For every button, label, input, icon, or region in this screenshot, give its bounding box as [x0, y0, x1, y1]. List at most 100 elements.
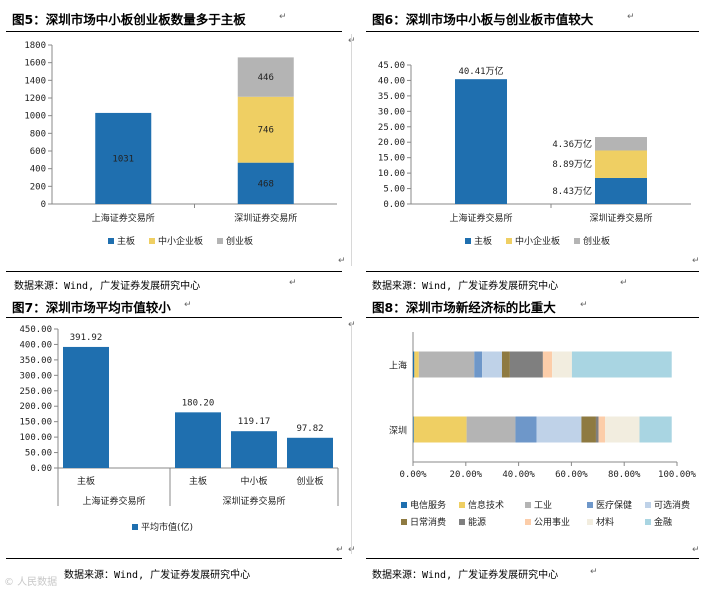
- legend-swatch: [401, 502, 407, 508]
- data-label: 391.92: [70, 333, 103, 343]
- legend-swatch: [459, 519, 465, 525]
- x-tick-label: 60.00%: [555, 470, 588, 480]
- x-tick-label: 40.00%: [502, 470, 535, 480]
- legend-label: 医疗保健: [596, 499, 632, 511]
- legend-label: 中小企业板: [158, 235, 203, 247]
- bar-segment: [552, 351, 572, 378]
- y-tick-label: 300.00: [19, 371, 52, 381]
- bar: [231, 431, 277, 468]
- y-tick-label: 0.00: [30, 464, 52, 474]
- fig6-chart: 0.00 5.00 10.00 15.00 20.00 25.00 30.00 35.00 40…: [378, 61, 691, 247]
- x-category-label: 主板: [189, 475, 207, 487]
- x-category-label: 上海证券交易所: [449, 212, 512, 224]
- watermark: © 人民数据: [4, 577, 58, 588]
- panel-divider: [351, 322, 352, 554]
- y-tick-label: 200: [30, 182, 46, 192]
- y-category-label: 深圳: [389, 426, 407, 437]
- bar-segment: [413, 351, 415, 378]
- rule-mid-left-a: [6, 271, 342, 272]
- bar-segment: [595, 137, 647, 151]
- legend-swatch: [645, 502, 651, 508]
- bar: [63, 346, 109, 468]
- rule-top-right: [366, 31, 699, 32]
- paragraph-mark: ↵: [279, 12, 287, 22]
- legend-swatch: [587, 502, 593, 508]
- fig5-title: 图5：深圳市场中小板创业板数量多于主板: [12, 12, 246, 27]
- bar-segment: [237, 162, 294, 204]
- y-tick-label: 1800: [24, 41, 46, 51]
- data-label: 97.82: [296, 424, 323, 434]
- legend-label: 中小企业板: [515, 235, 560, 247]
- y-tick-label: 350.00: [19, 356, 52, 366]
- bar-segment: [509, 351, 543, 378]
- data-label: 1031: [112, 154, 134, 164]
- legend-swatch: [132, 524, 138, 530]
- paragraph-mark: ↵: [184, 300, 192, 310]
- data-label: 119.17: [238, 417, 271, 427]
- x-tick-label: 80.00%: [608, 470, 641, 480]
- data-label: 4.36万亿: [552, 138, 592, 150]
- bar-segment: [595, 416, 599, 443]
- bar-segment: [595, 150, 647, 178]
- bar-segment: [414, 351, 419, 378]
- fig5-chart: 0 200 400 600 800 1000 1200 1400 1600 1800 上海证券交易所…: [24, 41, 337, 247]
- x-tick-label: 100.00%: [658, 470, 697, 480]
- bar-segment: [455, 79, 507, 204]
- legend-label: 电信服务: [410, 499, 446, 511]
- group-label: 上海证券交易所: [82, 495, 145, 507]
- bar-segment: [501, 351, 510, 378]
- y-tick-label: 600: [30, 147, 46, 157]
- legend-swatch: [525, 519, 531, 525]
- bar: [287, 437, 333, 468]
- x-category-label: 上海证券交易所: [92, 212, 155, 224]
- source-fig7: 数据来源：Wind, 广发证券发展研究中心: [64, 570, 251, 581]
- bar-segment: [413, 416, 467, 443]
- bar-segment: [581, 416, 596, 443]
- data-label: 180.20: [182, 398, 215, 408]
- paragraph-mark: ↵: [627, 12, 635, 22]
- y-tick-label: 0.00: [383, 200, 405, 210]
- bar: [175, 412, 221, 468]
- data-label: 40.41万亿: [458, 65, 503, 77]
- bar-segment: [466, 416, 516, 443]
- legend-swatch: [217, 238, 223, 244]
- bar-segment: [237, 96, 294, 163]
- data-label: 468: [258, 179, 274, 189]
- source-fig8: 数据来源：Wind, 广发证券发展研究中心: [372, 570, 559, 581]
- bar-segment: [482, 351, 502, 378]
- y-tick-label: 0: [41, 200, 46, 210]
- legend-label: 创业板: [226, 235, 253, 247]
- legend-swatch: [645, 519, 651, 525]
- x-category-label: 创业板: [296, 475, 323, 487]
- bar-segment: [542, 351, 553, 378]
- legend-label: 主板: [117, 235, 135, 247]
- rule-mid-right-a: [366, 271, 699, 272]
- y-tick-label: 50.00: [25, 449, 52, 459]
- legend-swatch: [506, 238, 512, 244]
- data-label: 8.89万亿: [552, 158, 592, 170]
- legend-label: 主板: [474, 235, 492, 247]
- y-tick-label: 45.00: [378, 61, 405, 71]
- legend-swatch: [525, 502, 531, 508]
- x-tick-label: 20.00%: [450, 470, 483, 480]
- bar-segment: [605, 416, 640, 443]
- x-category-label: 中小板: [240, 475, 267, 487]
- y-tick-label: 30.00: [378, 107, 405, 117]
- rule-mid-left-b: [6, 317, 342, 318]
- data-label: 8.43万亿: [552, 185, 592, 197]
- y-tick-label: 5.00: [383, 185, 405, 195]
- paragraph-mark: ↵: [590, 567, 598, 577]
- y-tick-label: 800: [30, 129, 46, 139]
- paragraph-mark: ↵: [692, 545, 700, 555]
- fig8-chart: 0.00% 20.00% 40.00% 60.00% 80.00% 100.00% 上海深圳…: [389, 332, 697, 528]
- group-label: 深圳证券交易所: [222, 495, 285, 507]
- paragraph-mark: ↵: [580, 300, 588, 310]
- panel-divider: [351, 34, 352, 266]
- rule-top-left: [6, 31, 342, 32]
- bar-segment: [413, 416, 414, 443]
- legend-label: 创业板: [583, 235, 610, 247]
- legend-swatch: [574, 238, 580, 244]
- x-tick-label: 0.00%: [399, 470, 427, 480]
- legend-label: 信息技术: [468, 499, 504, 511]
- y-tick-label: 20.00: [378, 138, 405, 148]
